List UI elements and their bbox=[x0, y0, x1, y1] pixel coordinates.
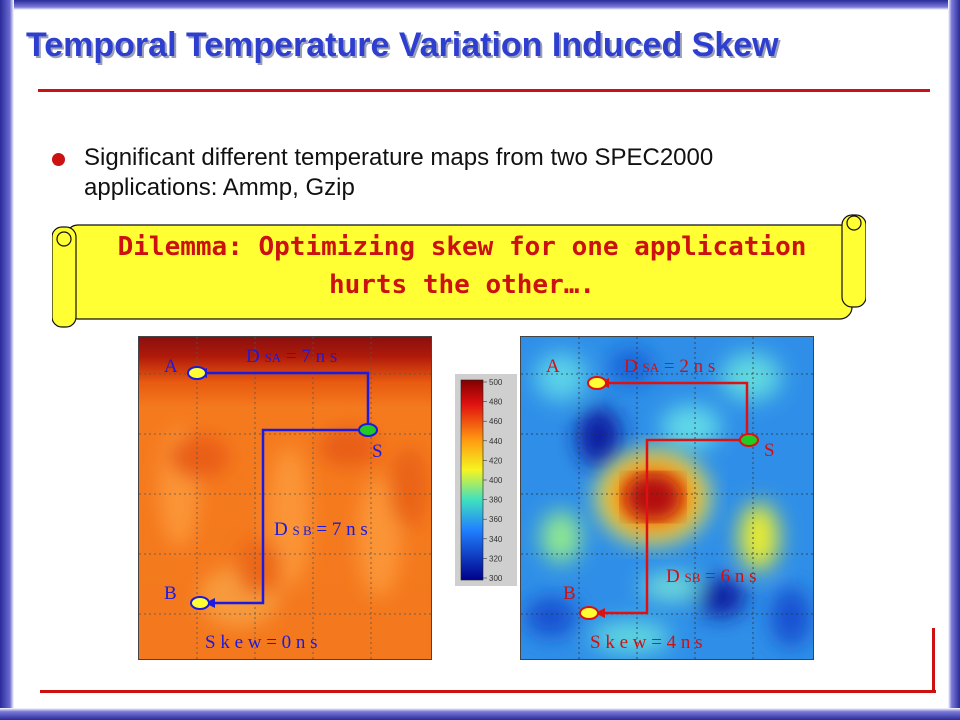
left-node-b-label: B bbox=[164, 583, 177, 604]
left-dsb-label: D S B = 7 n s bbox=[274, 519, 368, 540]
footer-side-rule bbox=[932, 628, 935, 692]
scroll-callout-shape bbox=[52, 214, 866, 328]
slide-frame-bottom bbox=[0, 708, 960, 720]
colorbar-tick-label: 500 bbox=[489, 378, 503, 387]
colorbar-tick-label: 300 bbox=[489, 574, 503, 583]
colorbar-tick-label: 340 bbox=[489, 535, 503, 544]
slide-frame-top bbox=[0, 0, 960, 10]
left-skew-label: S k e w = 0 n s bbox=[205, 632, 318, 653]
left-dsa-label: D SA = 7 n s bbox=[246, 346, 338, 367]
dilemma-callout-text: Dilemma: Optimizing skew for one applica… bbox=[117, 232, 807, 300]
left-node-s-label: S bbox=[372, 441, 383, 462]
right-heatmap-graphic bbox=[521, 337, 813, 659]
slide-frame-left bbox=[0, 0, 14, 720]
right-dsb-label: D SB = 6 n s bbox=[666, 566, 757, 587]
title-underline bbox=[38, 89, 930, 92]
right-dsa-label: D SA = 2 n s bbox=[624, 356, 716, 377]
colorbar-tick-label: 420 bbox=[489, 456, 503, 465]
right-skew-label: S k e w = 4 n s bbox=[590, 632, 703, 653]
temperature-colorbar: 500 480 460 440 420 400 380 360 340 320 300 bbox=[455, 374, 517, 586]
colorbar-tick-label: 360 bbox=[489, 515, 503, 524]
left-heatmap-graphic bbox=[139, 337, 431, 659]
colorbar-tick-label: 480 bbox=[489, 398, 503, 407]
right-thermal-map bbox=[520, 336, 814, 660]
colorbar-tick-label: 400 bbox=[489, 476, 503, 485]
bullet-dot bbox=[52, 153, 65, 166]
left-node-a-label: A bbox=[164, 356, 178, 377]
right-node-a-label: A bbox=[546, 356, 560, 377]
slide-frame-right bbox=[948, 0, 960, 720]
right-node-b-label: B bbox=[563, 583, 576, 604]
colorbar-tick-label: 460 bbox=[489, 417, 503, 426]
footer-rule bbox=[40, 690, 936, 693]
colorbar-tick-label: 320 bbox=[489, 554, 503, 563]
bullet-text: Significant different temperature maps f… bbox=[84, 144, 714, 201]
colorbar-tick-label: 380 bbox=[489, 496, 503, 505]
right-node-s-label: S bbox=[764, 440, 775, 461]
left-thermal-map bbox=[138, 336, 432, 660]
colorbar-tick-label: 440 bbox=[489, 437, 503, 446]
slide-title: Temporal Temperature Variation Induced S… bbox=[26, 26, 779, 64]
